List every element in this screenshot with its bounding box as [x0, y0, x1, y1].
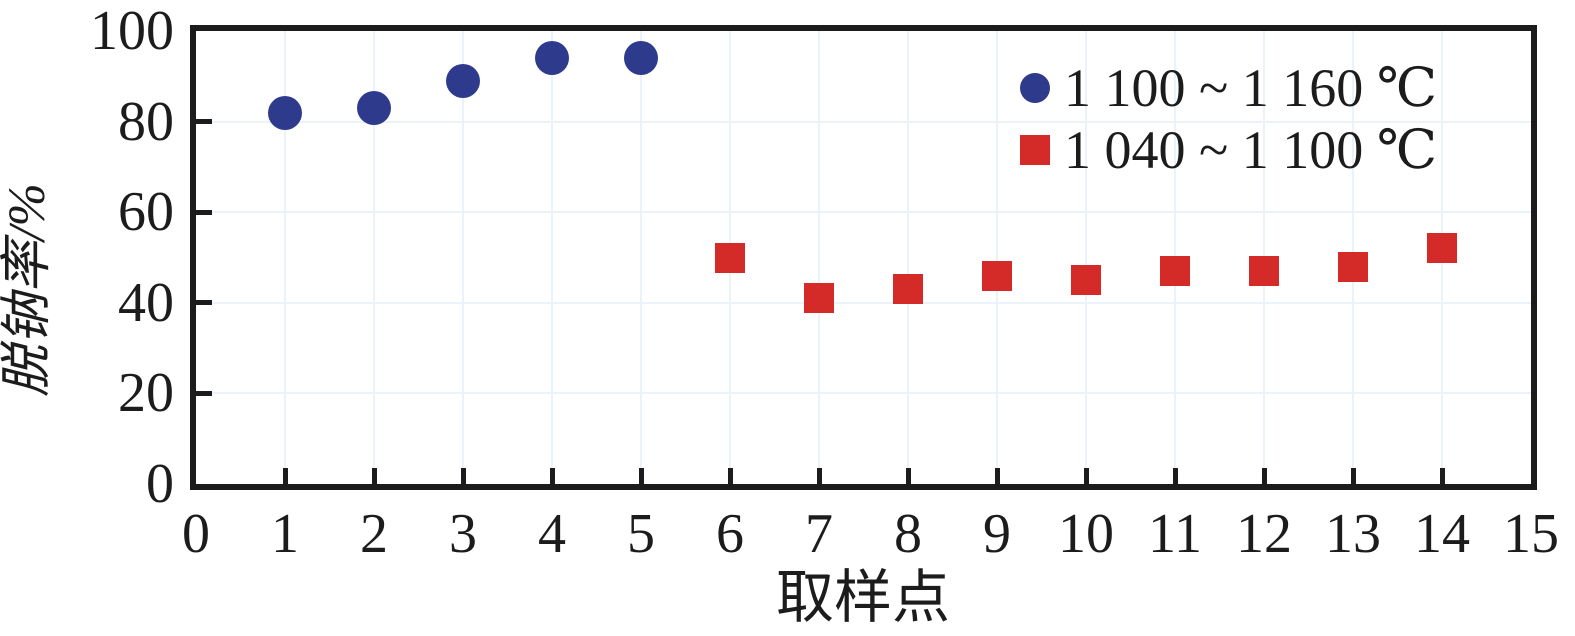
y-tick-mark	[196, 300, 212, 306]
legend: 1 100 ~ 1 160 ℃ 1 040 ~ 1 100 ℃	[1020, 57, 1437, 181]
x-tick-label: 15	[1503, 503, 1559, 565]
x-tick-mark	[1172, 468, 1178, 484]
x-tick-label: 8	[894, 503, 922, 565]
x-tick-label: 10	[1058, 503, 1114, 565]
data-point	[893, 274, 923, 305]
x-tick-mark	[549, 468, 555, 484]
data-point	[1427, 233, 1457, 264]
data-point	[982, 260, 1012, 291]
plot-area: 1 100 ~ 1 160 ℃ 1 040 ~ 1 100 ℃	[190, 25, 1537, 490]
legend-item: 1 100 ~ 1 160 ℃	[1020, 57, 1437, 119]
x-tick-mark	[1083, 468, 1089, 484]
x-tick-label: 6	[716, 503, 744, 565]
x-tick-label: 0	[182, 503, 210, 565]
data-point	[804, 283, 834, 314]
legend-marker-square	[1020, 135, 1050, 165]
x-tick-label: 7	[805, 503, 833, 565]
x-gridline	[462, 31, 464, 484]
x-tick-label: 1	[271, 503, 299, 565]
data-point	[715, 242, 745, 273]
x-gridline	[284, 31, 286, 484]
x-tick-label: 12	[1236, 503, 1292, 565]
data-point	[1160, 256, 1190, 287]
data-point	[268, 95, 302, 130]
data-point	[446, 63, 480, 98]
x-tick-label: 14	[1414, 503, 1470, 565]
x-tick-label: 13	[1325, 503, 1381, 565]
x-tick-label: 11	[1148, 503, 1202, 565]
data-point	[535, 41, 569, 76]
data-point	[1249, 256, 1279, 287]
x-tick-mark	[638, 468, 644, 484]
legend-item: 1 040 ~ 1 100 ℃	[1020, 119, 1437, 181]
x-tick-mark	[282, 468, 288, 484]
x-tick-mark	[1261, 468, 1267, 484]
y-gridline	[196, 301, 1531, 304]
y-gridline	[196, 211, 1531, 214]
x-tick-mark	[1350, 468, 1356, 484]
y-tick-mark	[196, 209, 212, 215]
x-gridline	[373, 31, 375, 484]
data-point	[357, 91, 391, 125]
data-point	[1071, 265, 1101, 296]
legend-marker-circle	[1020, 73, 1050, 103]
x-tick-mark	[816, 468, 822, 484]
x-axis-title: 取样点	[775, 565, 950, 630]
y-tick-label: 0	[146, 453, 174, 515]
x-tick-mark	[1439, 468, 1445, 484]
x-tick-label: 9	[983, 503, 1011, 565]
x-tick-mark	[994, 468, 1000, 484]
y-tick-mark	[196, 390, 212, 396]
legend-label: 1 100 ~ 1 160 ℃	[1064, 58, 1438, 118]
x-tick-label: 4	[538, 503, 566, 565]
y-tick-mark	[196, 119, 212, 125]
x-tick-label: 2	[360, 503, 388, 565]
x-gridline	[907, 31, 909, 484]
x-tick-mark	[727, 468, 733, 484]
y-tick-label: 20	[118, 362, 174, 425]
y-tick-label: 100	[90, 0, 174, 62]
x-gridline	[1085, 31, 1087, 484]
x-gridline	[551, 31, 553, 484]
y-gridline	[196, 120, 1531, 123]
data-point	[1338, 251, 1368, 282]
x-tick-mark	[460, 468, 466, 484]
y-gridline	[196, 392, 1531, 395]
x-tick-mark	[905, 468, 911, 484]
y-tick-label: 60	[118, 181, 174, 244]
x-gridline	[818, 31, 820, 484]
y-tick-label: 80	[118, 90, 174, 153]
x-tick-label: 5	[627, 503, 655, 565]
x-gridline	[640, 31, 642, 484]
legend-label: 1 040 ~ 1 100 ℃	[1064, 120, 1438, 180]
x-gridline	[996, 31, 998, 484]
x-tick-label: 3	[449, 503, 477, 565]
data-point	[624, 41, 658, 76]
y-tick-label: 40	[118, 271, 174, 334]
x-tick-mark	[371, 468, 377, 484]
